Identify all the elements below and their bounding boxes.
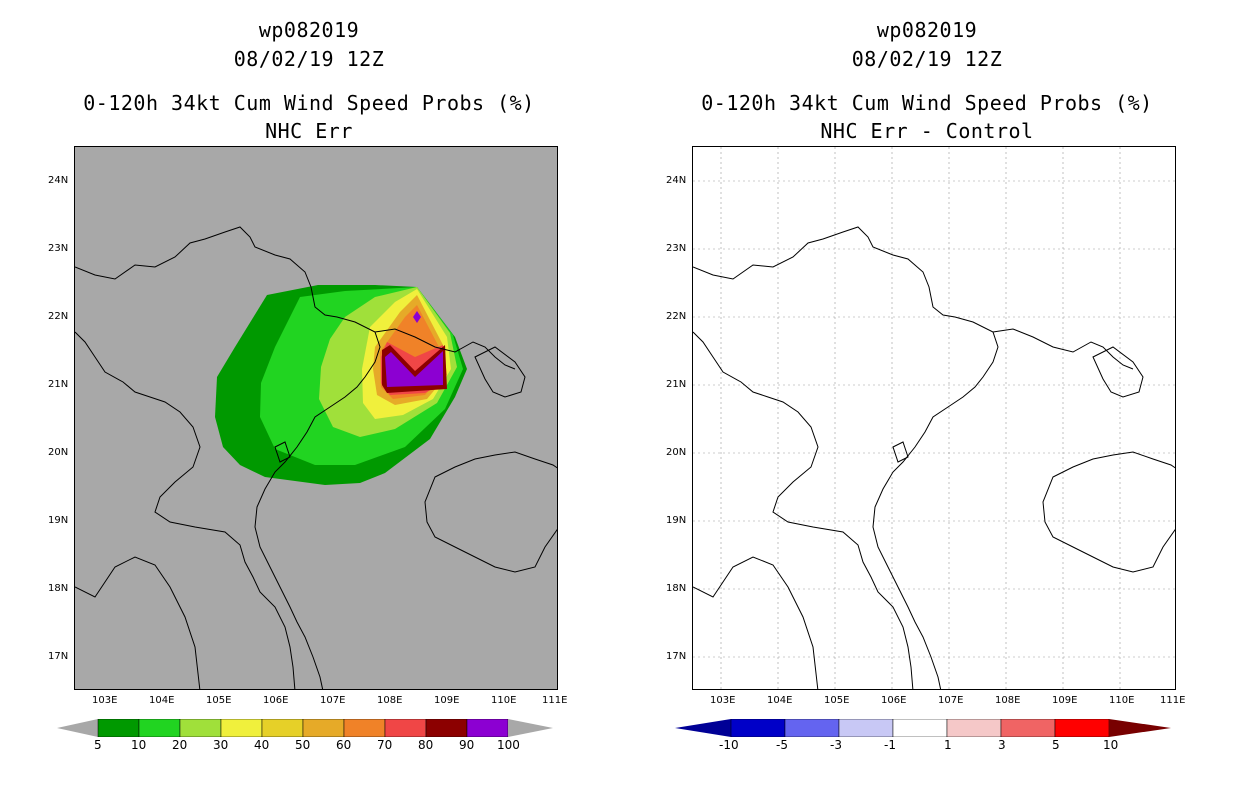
colorbar-swatch: [892, 719, 948, 737]
colorbar-swatch: [1000, 719, 1056, 737]
colorbar-left: [57, 719, 553, 737]
lon-label: 109E: [1052, 695, 1078, 706]
colorbar-label: 60: [336, 738, 352, 752]
lon-label: 107E: [938, 695, 964, 706]
left-panel: wp082019 08/02/19 12Z 0-120h 34kt Cum Wi…: [48, 18, 568, 752]
colorbar-right: [675, 719, 1171, 737]
colorbar-label: 3: [998, 738, 1006, 752]
lat-label: 19N: [666, 515, 687, 526]
lat-label: 17N: [48, 651, 69, 662]
probability-map: [74, 146, 558, 690]
lat-label: 24N: [48, 175, 69, 186]
lon-label: 111E: [1160, 695, 1186, 706]
lat-label: 19N: [48, 515, 69, 526]
datetime: 08/02/19 12Z: [851, 47, 1003, 71]
colorbar-swatch: [97, 719, 140, 737]
datetime: 08/02/19 12Z: [233, 47, 385, 71]
lat-label: 23N: [48, 243, 69, 254]
colorbar-under-arrow: [675, 719, 731, 737]
colorbar-swatch: [425, 719, 468, 737]
colorbar-label: 90: [459, 738, 475, 752]
colorbar-swatch: [946, 719, 1002, 737]
lon-label: 108E: [995, 695, 1021, 706]
colorbar-label: -1: [884, 738, 896, 752]
colorbar-label: 1: [944, 738, 952, 752]
grid-lines: [693, 147, 1175, 689]
colorbar-label: 70: [377, 738, 393, 752]
colorbar-swatch: [179, 719, 222, 737]
lat-label: 18N: [666, 583, 687, 594]
lon-label: 110E: [491, 695, 517, 706]
lat-label: 22N: [666, 311, 687, 322]
lon-label: 111E: [542, 695, 568, 706]
colorbar-under-arrow: [57, 719, 98, 737]
lat-label: 22N: [48, 311, 69, 322]
lon-label: 104E: [767, 695, 793, 706]
colorbar-label: 20: [172, 738, 188, 752]
coastlines: [693, 226, 1175, 689]
lon-label: 105E: [824, 695, 850, 706]
colorbar-label: 100: [497, 738, 520, 752]
colorbar-label: -10: [719, 738, 739, 752]
lon-label: 106E: [881, 695, 907, 706]
product-title: 0-120h 34kt Cum Wind Speed Probs (%): [83, 91, 535, 115]
colorbar-over-arrow: [508, 719, 553, 737]
colorbar-label: 10: [131, 738, 147, 752]
colorbar-swatch: [1054, 719, 1110, 737]
lon-label: 106E: [263, 695, 289, 706]
lat-label: 21N: [48, 379, 69, 390]
colorbar-label: -5: [776, 738, 788, 752]
lon-label: 103E: [710, 695, 736, 706]
colorbar-label: -3: [830, 738, 842, 752]
colorbar-label: 40: [254, 738, 270, 752]
prob-contour-100: [385, 351, 443, 387]
colorbar-swatch: [784, 719, 840, 737]
colorbar-label: 10: [1103, 738, 1119, 752]
lon-label: 105E: [206, 695, 232, 706]
lon-label: 107E: [320, 695, 346, 706]
colorbar-swatch: [838, 719, 894, 737]
right-panel: wp082019 08/02/19 12Z 0-120h 34kt Cum Wi…: [618, 0, 1236, 800]
map-canvas: [75, 226, 557, 689]
colorbar-over-arrow: [1109, 719, 1171, 737]
colorbar-label: 50: [295, 738, 311, 752]
colorbar-swatch: [384, 719, 427, 737]
lat-label: 24N: [666, 175, 687, 186]
product-title: 0-120h 34kt Cum Wind Speed Probs (%): [701, 91, 1153, 115]
storm-id: wp082019: [876, 18, 978, 42]
map-canvas: [693, 147, 1175, 689]
panel-subtitle: NHC Err - Control: [820, 119, 1034, 143]
lon-label: 103E: [92, 695, 118, 706]
storm-id: wp082019: [258, 18, 360, 42]
colorbar-swatch: [261, 719, 304, 737]
colorbar-swatch: [138, 719, 181, 737]
lat-label: 18N: [48, 583, 69, 594]
difference-map: [692, 146, 1176, 690]
coastlines: [75, 226, 557, 689]
lon-label: 108E: [377, 695, 403, 706]
lat-label: 21N: [666, 379, 687, 390]
colorbar-swatch: [302, 719, 345, 737]
lat-label: 20N: [666, 447, 687, 458]
colorbar-label: 5: [1052, 738, 1060, 752]
lat-label: 17N: [666, 651, 687, 662]
lon-label: 104E: [149, 695, 175, 706]
colorbar-swatch: [343, 719, 386, 737]
colorbar-swatch: [466, 719, 509, 737]
lon-label: 110E: [1109, 695, 1135, 706]
colorbar-label: 5: [94, 738, 102, 752]
lon-label: 109E: [434, 695, 460, 706]
colorbar-swatch: [220, 719, 263, 737]
colorbar-swatch: [730, 719, 786, 737]
lat-label: 23N: [666, 243, 687, 254]
prob-contour-100b: [413, 311, 421, 323]
lat-label: 20N: [48, 447, 69, 458]
colorbar-label: 80: [418, 738, 434, 752]
colorbar-label: 30: [213, 738, 229, 752]
panel-subtitle: NHC Err: [265, 119, 353, 143]
